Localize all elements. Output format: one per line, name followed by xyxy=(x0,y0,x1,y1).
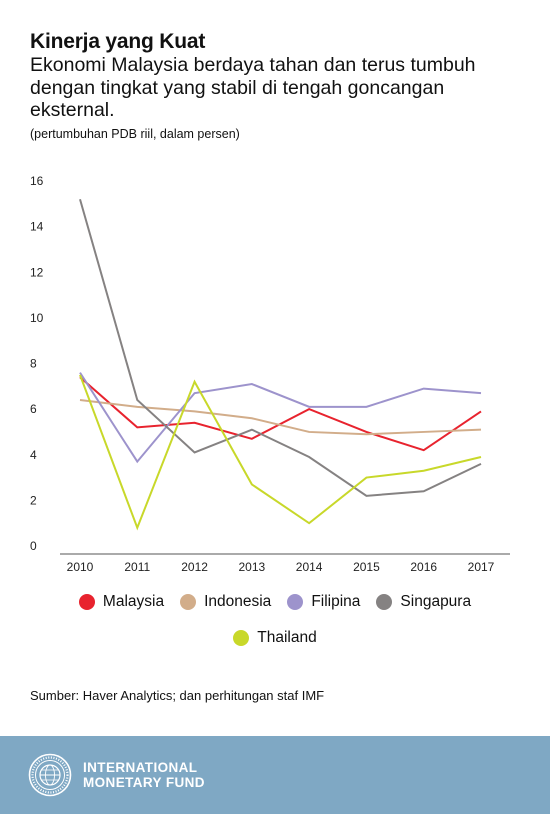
x-tick-label: 2014 xyxy=(296,560,323,574)
x-tick-label: 2013 xyxy=(239,560,266,574)
legend-label-malaysia: Malaysia xyxy=(102,593,165,610)
footer-bar: INTERNATIONAL MONETARY FUND xyxy=(0,736,550,814)
source-note: Sumber: Haver Analytics; dan perhitungan… xyxy=(30,688,325,703)
legend-item-indonesia: Indonesia xyxy=(180,593,271,611)
series-line-filipina xyxy=(79,372,482,464)
chart-legend: Malaysia Indonesia Filipina Singapura Th… xyxy=(0,593,550,647)
legend-label-thailand: Thailand xyxy=(257,629,317,646)
legend-swatch-thailand xyxy=(233,630,250,646)
x-tick-label: 2015 xyxy=(353,560,380,574)
y-axis-ticks: 0 2 4 6 8 10 12 14 16 xyxy=(30,174,44,553)
imf-seal-icon xyxy=(28,753,72,797)
legend-row-1: Malaysia Indonesia Filipina Singapura xyxy=(0,593,550,611)
legend-swatch-indonesia xyxy=(180,594,197,610)
legend-item-filipina: Filipina xyxy=(287,593,360,611)
legend-label-singapura: Singapura xyxy=(400,593,472,610)
x-tick-label: 2017 xyxy=(468,560,495,574)
y-tick-label: 12 xyxy=(30,265,44,279)
legend-item-malaysia: Malaysia xyxy=(78,593,165,611)
legend-label-filipina: Filipina xyxy=(311,593,361,610)
legend-row-2: Thailand xyxy=(0,629,550,647)
x-tick-label: 2011 xyxy=(124,560,150,574)
series-line-singapura xyxy=(79,198,482,497)
unit-note: (pertumbuhan PDB riil, dalam persen) xyxy=(30,127,240,141)
org-name-line-2: MONETARY FUND xyxy=(83,775,205,790)
x-axis-ticks: 2010 2011 2012 2013 2014 2015 2016 2017 xyxy=(67,560,495,574)
y-tick-label: 14 xyxy=(30,220,44,234)
chart-subtitle: Ekonomi Malaysia berdaya tahan dan terus… xyxy=(30,54,476,121)
y-tick-label: 16 xyxy=(30,174,44,188)
imf-wordmark: INTERNATIONAL MONETARY FUND xyxy=(83,760,205,790)
org-name-line-1: INTERNATIONAL xyxy=(83,760,198,775)
chart-title: Kinerja yang Kuat xyxy=(30,30,206,53)
legend-item-thailand: Thailand xyxy=(233,629,317,647)
series-line-thailand xyxy=(79,374,482,531)
legend-swatch-malaysia xyxy=(78,594,95,610)
series-line-indonesia xyxy=(79,399,482,436)
legend-item-singapura: Singapura xyxy=(376,593,471,611)
y-tick-label: 6 xyxy=(30,402,37,416)
series-line-malaysia xyxy=(79,376,482,452)
legend-swatch-singapura xyxy=(376,594,393,610)
y-tick-label: 8 xyxy=(30,357,37,371)
x-tick-label: 2012 xyxy=(181,560,208,574)
y-tick-label: 4 xyxy=(30,448,37,462)
series-lines xyxy=(79,198,482,531)
x-tick-label: 2016 xyxy=(410,560,437,574)
y-tick-label: 2 xyxy=(30,493,37,507)
legend-label-indonesia: Indonesia xyxy=(204,593,272,610)
x-tick-label: 2010 xyxy=(67,560,94,574)
legend-swatch-filipina xyxy=(287,594,304,610)
y-tick-label: 0 xyxy=(30,539,37,553)
y-tick-label: 10 xyxy=(30,311,44,325)
